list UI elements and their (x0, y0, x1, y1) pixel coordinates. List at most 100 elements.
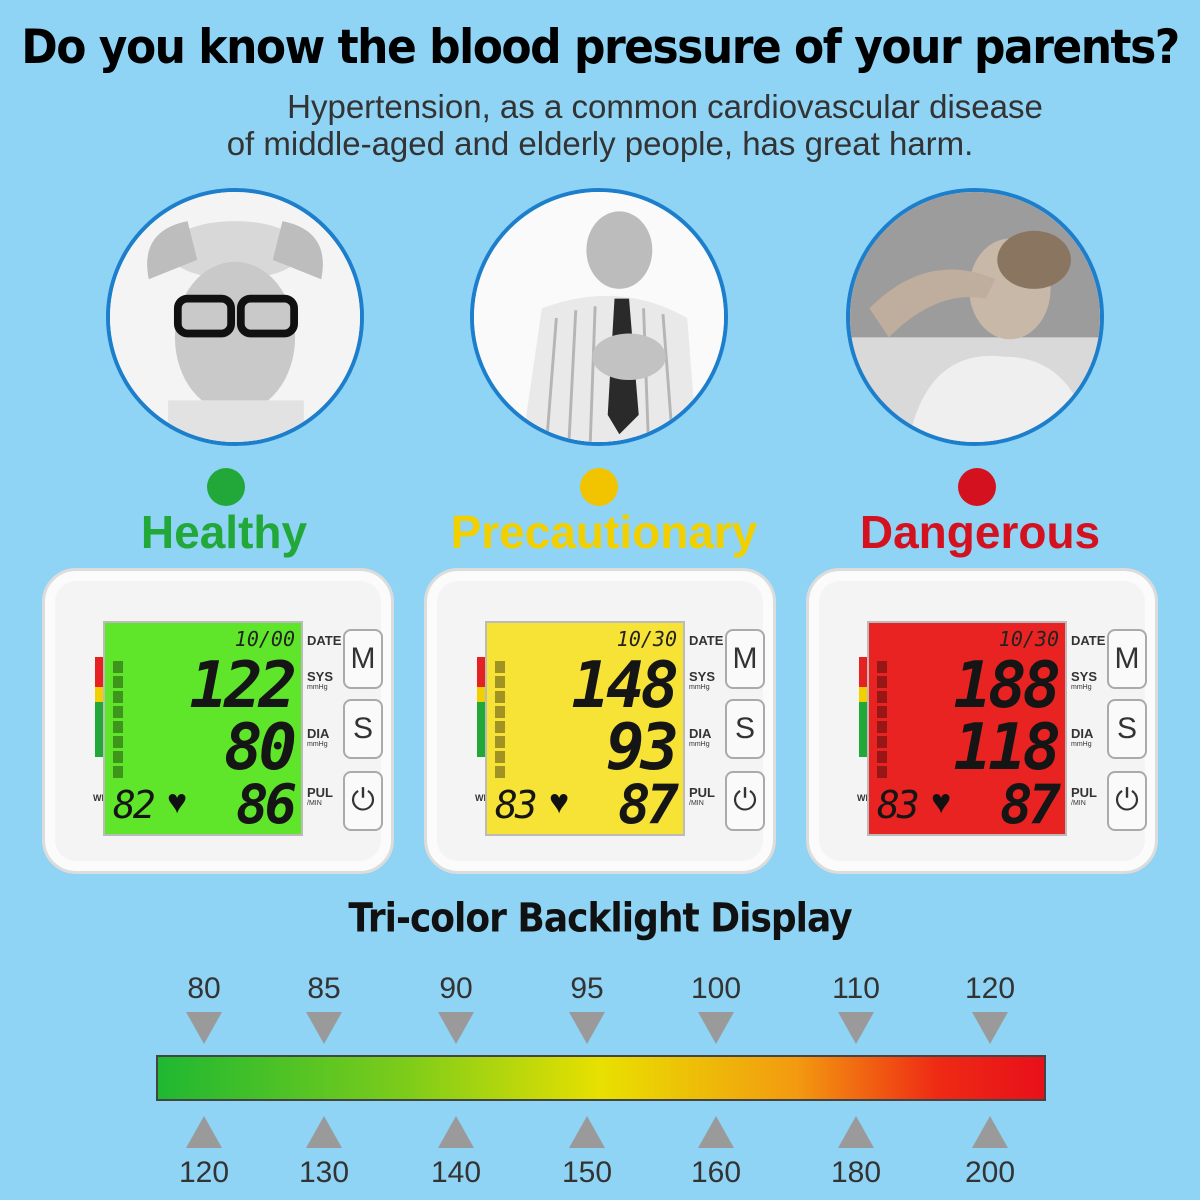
pul-text: PUL (307, 785, 333, 800)
sys-text: SYS (307, 669, 334, 684)
date-label: DATE (307, 633, 342, 648)
s-button[interactable]: S (343, 699, 383, 759)
dia-label: DIA mmHg (1071, 726, 1093, 748)
lcd-pul-value: 87 (999, 773, 1061, 836)
sys-label: SYS mmHg (307, 669, 333, 691)
lcd-screen-green: 10/00 122 80 86 82 ♥ (103, 621, 303, 836)
dia-unit: mmHg (307, 741, 328, 748)
status-label-precautionary: Precautionary (450, 506, 758, 558)
top-tick-label: 100 (690, 972, 742, 1005)
lcd-date: 10/00 (234, 627, 295, 651)
lcd-dia-value: 80 (223, 711, 297, 785)
sys-text: SYS (1071, 669, 1098, 684)
dia-label: DIA mmHg (307, 726, 329, 748)
bottom-tick-label: 160 (690, 1156, 742, 1189)
dia-unit: mmHg (1071, 741, 1092, 748)
lcd-avg-value: 82 (113, 783, 156, 827)
heart-icon: ♥ (167, 783, 188, 821)
up-arrow-icon (186, 1116, 222, 1148)
status-dot-precautionary (580, 468, 618, 506)
risk-indicator-bar (477, 657, 486, 757)
power-button[interactable]: ⏻ (725, 771, 765, 831)
status-dot-healthy (207, 468, 245, 506)
bottom-tick-label: 180 (830, 1156, 882, 1189)
lcd-date: 10/30 (998, 627, 1059, 651)
bottom-tick-label: 140 (430, 1156, 482, 1189)
lcd-date: 10/30 (616, 627, 677, 651)
pul-label: PUL/MIN (689, 785, 715, 807)
photo-man-chest-pain (470, 188, 728, 446)
level-bars (113, 661, 123, 781)
sys-label: SYS mmHg (1071, 669, 1097, 691)
lcd-pul-value: 86 (235, 773, 297, 836)
down-arrow-icon (569, 1012, 605, 1044)
bottom-tick-label: 150 (561, 1156, 613, 1189)
pul-unit: /MIN (1071, 800, 1086, 807)
m-button[interactable]: M (343, 629, 383, 689)
dia-text: DIA (689, 726, 712, 741)
photo-woman-headache (846, 188, 1104, 446)
up-arrow-icon (698, 1116, 734, 1148)
bottom-tick-label: 120 (178, 1156, 230, 1189)
bottom-tick-label: 200 (964, 1156, 1016, 1189)
lcd-sys-value: 188 (953, 649, 1061, 723)
up-arrow-icon (306, 1116, 342, 1148)
top-tick-label: 95 (570, 972, 604, 1005)
down-arrow-icon (306, 1012, 342, 1044)
top-tick-label: 120 (964, 972, 1016, 1005)
top-tick-label: 90 (439, 972, 473, 1005)
pul-unit: /MIN (307, 800, 322, 807)
top-tick-label: 85 (307, 972, 341, 1005)
pul-label: PUL/MIN (1071, 785, 1097, 807)
risk-indicator-bar (859, 657, 868, 757)
lcd-avg-value: 83 (877, 783, 920, 827)
power-icon: ⏻ (733, 784, 757, 817)
subtitle-line-1: Hypertension, as a common cardiovascular… (287, 88, 1043, 125)
m-button[interactable]: M (1107, 629, 1147, 689)
up-arrow-icon (972, 1116, 1008, 1148)
heart-icon: ♥ (549, 783, 570, 821)
sys-label: SYS mmHg (689, 669, 715, 691)
level-bars (495, 661, 505, 781)
dia-unit: mmHg (689, 741, 710, 748)
dia-text: DIA (1071, 726, 1094, 741)
level-bars (877, 661, 887, 781)
lcd-dia-value: 118 (953, 711, 1061, 785)
lcd-screen-yellow: 10/30 148 93 87 83 ♥ (485, 621, 685, 836)
lcd-dia-value: 93 (605, 711, 679, 785)
lcd-avg-value: 83 (495, 783, 538, 827)
status-dot-dangerous (958, 468, 996, 506)
power-icon: ⏻ (351, 784, 375, 817)
pul-text: PUL (1071, 785, 1097, 800)
lcd-screen-red: 10/30 188 118 87 83 ♥ (867, 621, 1067, 836)
pul-label: PUL/MIN (307, 785, 333, 807)
sys-unit: mmHg (307, 684, 328, 691)
top-tick-label: 110 (832, 972, 880, 1005)
down-arrow-icon (438, 1012, 474, 1044)
power-button[interactable]: ⏻ (1107, 771, 1147, 831)
date-label: DATE (1071, 633, 1106, 648)
sys-text: SYS (689, 669, 716, 684)
status-label-dangerous: Dangerous (859, 506, 1101, 558)
status-label-healthy: Healthy (140, 506, 308, 558)
down-arrow-icon (186, 1012, 222, 1044)
bottom-tick-label: 130 (298, 1156, 350, 1189)
lcd-sys-value: 148 (571, 649, 679, 723)
s-button[interactable]: S (725, 699, 765, 759)
m-button[interactable]: M (725, 629, 765, 689)
risk-indicator-bar (95, 657, 104, 757)
up-arrow-icon (838, 1116, 874, 1148)
sys-unit: mmHg (689, 684, 710, 691)
power-button[interactable]: ⏻ (343, 771, 383, 831)
heart-icon: ♥ (931, 783, 952, 821)
down-arrow-icon (972, 1012, 1008, 1044)
pul-text: PUL (689, 785, 715, 800)
power-icon: ⏻ (1115, 784, 1139, 817)
subtitle-line-2: of middle-aged and elderly people, has g… (226, 125, 974, 162)
up-arrow-icon (438, 1116, 474, 1148)
s-button[interactable]: S (1107, 699, 1147, 759)
dia-label: DIA mmHg (689, 726, 711, 748)
